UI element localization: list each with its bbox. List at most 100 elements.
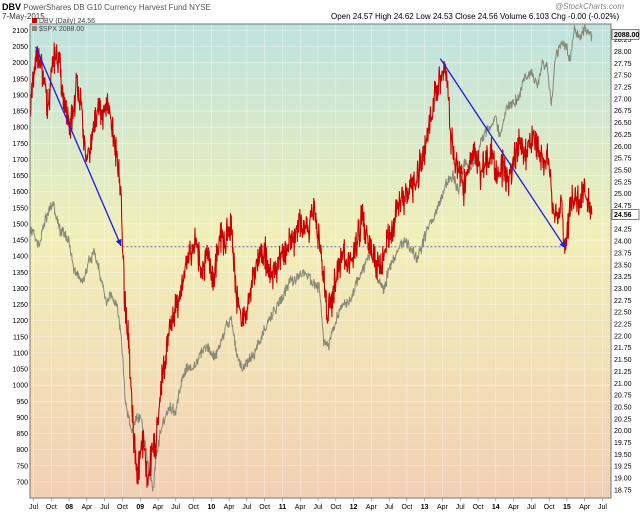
right-tick-label: 26.00 [614, 144, 632, 151]
x-tick-label: Oct [46, 504, 57, 511]
grid-lines [30, 24, 611, 498]
x-tick-label: 13 [421, 504, 429, 511]
right-tick-label: 21.50 [614, 357, 632, 364]
right-tick-label: 24.00 [614, 239, 632, 246]
x-tick-label: Jul [527, 504, 536, 511]
right-tick-label: 20.25 [614, 416, 632, 423]
ohlc-readout: Open 24.57 High 24.62 Low 24.53 Close 24… [331, 12, 620, 21]
right-tick-label: 27.75 [614, 61, 632, 68]
right-tick-label: 19.25 [614, 464, 632, 471]
right-tick-label: 28.25 [614, 37, 632, 44]
right-tick-label: 19.00 [614, 476, 632, 483]
legend-item-dbv: DBV (Daily) 24.56 [32, 18, 95, 26]
x-tick-label: 09 [136, 504, 144, 511]
x-tick-label: Jul [385, 504, 394, 511]
x-tick-label: Jul [314, 504, 323, 511]
badge-dbv-box [611, 209, 640, 220]
left-tick-label: 850 [16, 431, 28, 438]
chart-date: 7-May-2015 [2, 12, 45, 21]
x-tick-label: Apr [508, 504, 520, 511]
dbv-series-line [30, 42, 593, 488]
left-tick-label: 1750 [12, 141, 28, 148]
left-tick-label: 1350 [12, 270, 28, 277]
x-tick-label: Jul [242, 504, 251, 511]
left-tick-label: 1600 [12, 189, 28, 196]
right-tick-label: 25.75 [614, 156, 632, 163]
left-tick-label: 1200 [12, 318, 28, 325]
right-tick-label: 24.75 [614, 203, 632, 210]
x-tick-label: Jul [29, 504, 38, 511]
x-tick-label: Apr [437, 504, 449, 511]
right-tick-label: 27.25 [614, 85, 632, 92]
left-tick-label: 1700 [12, 157, 28, 164]
x-tick-label: Oct [401, 504, 412, 511]
trend-line [35, 46, 122, 247]
left-tick-label: 1300 [12, 286, 28, 293]
x-tick-label: 11 [279, 504, 287, 511]
right-tick-label: 21.25 [614, 369, 632, 376]
left-tick-label: 1650 [12, 173, 28, 180]
left-tick-label: 950 [16, 399, 28, 406]
right-tick-label: 20.50 [614, 404, 632, 411]
right-tick-label: 23.00 [614, 286, 632, 293]
right-tick-label: 26.75 [614, 108, 632, 115]
right-tick-label: 28.00 [614, 49, 632, 56]
spx-series-line [30, 24, 593, 492]
left-tick-label: 1050 [12, 367, 28, 374]
left-tick-label: 2000 [12, 60, 28, 67]
left-tick-label: 1500 [12, 221, 28, 228]
x-tick-label: Apr [153, 504, 165, 511]
legend-swatch-spx [32, 26, 37, 31]
x-tick-label: Apr [224, 504, 236, 511]
left-tick-label: 1550 [12, 205, 28, 212]
x-tick-label: Jul [456, 504, 465, 511]
x-tick-label: Oct [259, 504, 270, 511]
right-tick-label: 19.50 [614, 452, 632, 459]
x-tick-label: 12 [350, 504, 358, 511]
right-tick-label: 21.00 [614, 381, 632, 388]
left-tick-label: 2100 [12, 28, 28, 35]
right-tick-label: 19.75 [614, 440, 632, 447]
left-tick-label: 700 [16, 479, 28, 486]
plot-border [29, 23, 612, 499]
left-tick-label: 1100 [13, 350, 28, 357]
x-tick-label: Oct [117, 504, 128, 511]
right-axis: 28.25 28.00 27.75 27.50 27.25 27.00 26.75 26.50… [614, 37, 632, 494]
right-tick-label: 25.25 [614, 179, 632, 186]
right-tick-label: 22.75 [614, 298, 632, 305]
x-tick-label: Oct [473, 504, 484, 511]
left-tick-label: 1900 [12, 92, 28, 99]
x-tick-label: Apr [81, 504, 93, 511]
left-tick-label: 1000 [12, 383, 28, 390]
left-tick-label: 1850 [12, 109, 28, 116]
right-tick-label: 25.50 [614, 167, 632, 174]
right-tick-label: 27.00 [614, 96, 632, 103]
right-tick-label: 25.00 [614, 191, 632, 198]
legend-label-dbv: DBV (Daily) 24.56 [39, 18, 96, 25]
right-tick-label: 20.00 [614, 428, 632, 435]
legend-item-spx: $SPX 2088.00 [32, 26, 95, 34]
right-tick-label: 26.50 [614, 120, 632, 127]
left-tick-label: 900 [16, 415, 28, 422]
right-tick-label: 26.25 [614, 132, 632, 139]
x-tick-label: Jul [598, 504, 607, 511]
left-tick-label: 1450 [12, 238, 28, 245]
x-tick-label: Oct [330, 504, 341, 511]
left-tick-label: 750 [16, 463, 28, 470]
badge-spx-box [611, 29, 640, 40]
left-tick-label: 2050 [12, 44, 28, 51]
x-tick-label: Jul [171, 504, 180, 511]
watermark: @StockCharts.com [555, 2, 625, 11]
x-tick-label: Jul [100, 504, 109, 511]
plot-background [30, 24, 611, 498]
legend-label-spx: $SPX 2088.00 [39, 26, 85, 33]
x-tick-label: 14 [492, 504, 500, 511]
trend-arrowhead [115, 238, 122, 246]
x-tick-label: 15 [563, 504, 571, 511]
right-tick-label: 23.25 [614, 274, 632, 281]
legend-swatch-dbv [32, 18, 37, 23]
last-value-badges: 2088.00 24.56 [611, 29, 640, 220]
right-tick-label: 18.75 [614, 487, 632, 494]
left-tick-label: 1950 [12, 76, 28, 83]
